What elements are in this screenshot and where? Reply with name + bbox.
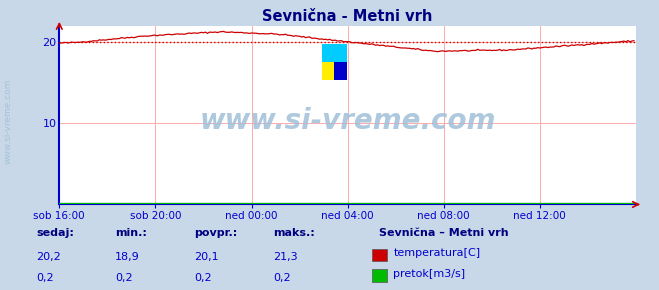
Text: temperatura[C]: temperatura[C] <box>393 248 480 258</box>
Text: 21,3: 21,3 <box>273 251 298 262</box>
Text: pretok[m3/s]: pretok[m3/s] <box>393 269 465 279</box>
Text: min.:: min.: <box>115 228 147 238</box>
Text: sedaj:: sedaj: <box>36 228 74 238</box>
Text: 0,2: 0,2 <box>36 273 54 283</box>
Bar <box>322 44 334 80</box>
Text: maks.:: maks.: <box>273 228 315 238</box>
Text: 18,9: 18,9 <box>115 251 140 262</box>
Text: 0,2: 0,2 <box>115 273 133 283</box>
Text: 0,2: 0,2 <box>273 273 291 283</box>
Text: 0,2: 0,2 <box>194 273 212 283</box>
Text: 20,2: 20,2 <box>36 251 61 262</box>
Text: 20,1: 20,1 <box>194 251 219 262</box>
Title: Sevnična - Metni vrh: Sevnična - Metni vrh <box>262 8 433 23</box>
Text: povpr.:: povpr.: <box>194 228 238 238</box>
Bar <box>334 44 347 80</box>
Bar <box>322 44 347 62</box>
Text: www.si-vreme.com: www.si-vreme.com <box>3 79 13 164</box>
Text: www.si-vreme.com: www.si-vreme.com <box>200 107 496 135</box>
Text: Sevnična – Metni vrh: Sevnična – Metni vrh <box>379 228 509 238</box>
